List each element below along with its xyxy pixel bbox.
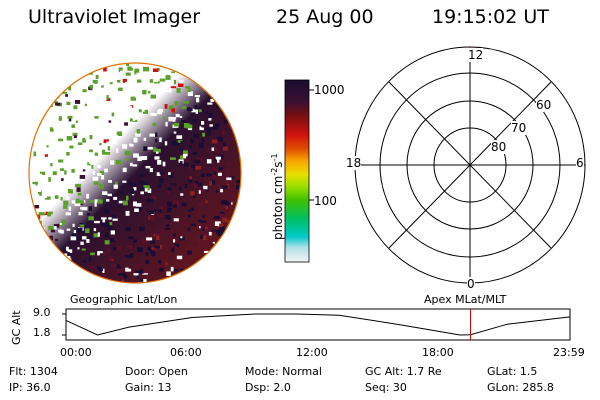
orbit-plot[interactable] — [0, 305, 600, 345]
mlat-label-70: 70 — [511, 121, 527, 135]
image-time: 19:15:02 UT — [432, 6, 549, 28]
polar-grid — [354, 46, 586, 284]
orbit-xtick-1200: 12:00 — [296, 346, 328, 359]
colorbar-label-text: photon cm — [271, 175, 285, 240]
orbit-ytick-9: 9.0 — [33, 306, 51, 319]
orbit-right-title: Apex MLat/MLT — [424, 293, 507, 306]
colorbar-tick-1000: 1000 — [314, 83, 345, 97]
colorbar-label-sup2: -1 — [270, 153, 279, 162]
info-glat: GLat: 1.5 — [487, 365, 538, 378]
info-mode: Mode: Normal — [245, 365, 322, 378]
orbit-left-title: Geographic Lat/Lon — [70, 293, 178, 306]
info-seq: Seq: 30 — [365, 381, 407, 394]
mlt-label-12: 12 — [468, 48, 484, 62]
orbit-ytick-1.8: 1.8 — [33, 326, 51, 339]
mlt-label-6: 6 — [576, 156, 584, 170]
orbit-xtick-0000: 00:00 — [60, 346, 92, 359]
colorbar — [284, 79, 314, 263]
info-door: Door: Open — [125, 365, 188, 378]
info-dsp: Dsp: 2.0 — [245, 381, 291, 394]
orbit-plot-frame — [65, 308, 571, 341]
mlt-label-18: 18 — [346, 156, 362, 170]
mlat-label-80: 80 — [491, 140, 507, 154]
orbit-altitude-line — [65, 313, 571, 336]
image-date: 25 Aug 00 — [276, 6, 374, 28]
mlat-label-60: 60 — [536, 98, 552, 112]
info-glon: GLon: 285.8 — [487, 381, 554, 394]
info-gain: Gain: 13 — [125, 381, 172, 394]
colorbar-label-sup1: -2 — [270, 167, 279, 176]
colorbar-label: photon cm-2s-1 — [270, 153, 285, 240]
colorbar-tick-100: 100 — [314, 194, 337, 208]
colorbar-label-mid: s — [271, 161, 285, 168]
info-flt: Flt: 1304 — [9, 365, 58, 378]
instrument-title: Ultraviolet Imager — [28, 6, 201, 28]
mlt-label-0: 0 — [467, 277, 475, 291]
uv-image[interactable] — [28, 62, 243, 285]
orbit-xtick-0600: 06:00 — [170, 346, 202, 359]
info-ip: IP: 36.0 — [9, 381, 51, 394]
orbit-xtick-1800: 18:00 — [422, 346, 454, 359]
info-gcalt: GC Alt: 1.7 Re — [365, 365, 442, 378]
mlt-meridian-diag2 — [388, 81, 552, 249]
orbit-xtick-2359: 23:59 — [553, 346, 585, 359]
